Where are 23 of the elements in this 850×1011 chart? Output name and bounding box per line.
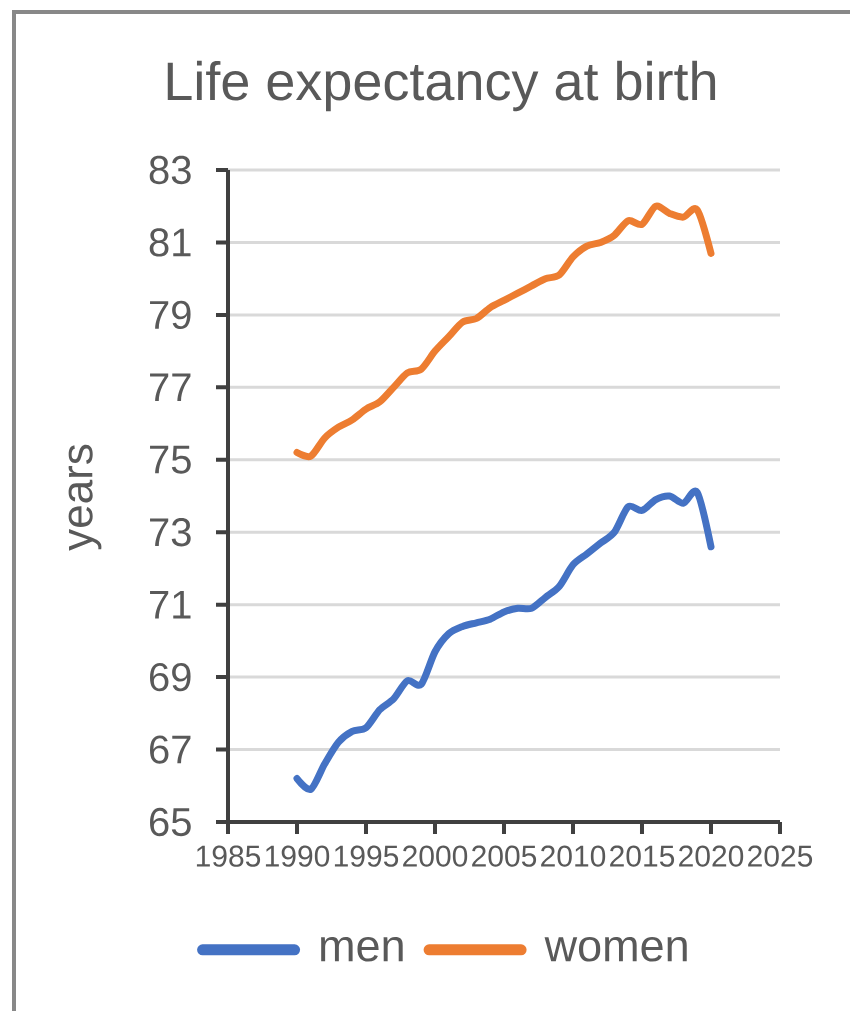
y-tick-label: 83 [149,155,191,185]
x-tick-label: 2000 [403,845,468,867]
x-tick-label: 1995 [334,845,399,867]
y-tick-label: 73 [150,518,191,547]
x-tick-label: 2005 [472,845,537,867]
legend-label: men [321,936,403,962]
chart-title: Life expectancy at birth [167,60,716,112]
legend-label: women [544,936,687,962]
y-tick-label: 67 [150,735,191,764]
y-tick-label: 77 [150,373,191,402]
y-axis-title: years [68,444,102,551]
y-tick-label: 79 [150,300,191,330]
x-tick-label: 1985 [196,845,261,867]
x-tick-label: 2010 [541,845,606,867]
y-tick-label: 81 [149,228,191,257]
y-tick-label: 71 [150,590,191,619]
y-tick-label: 69 [150,662,191,692]
y-tick-label: 75 [150,445,191,474]
x-tick-label: 2020 [679,845,744,867]
x-tick-label: 2015 [610,845,675,867]
y-tick-label: 65 [150,807,191,837]
x-tick-label: 2025 [748,845,813,867]
x-tick-label: 1990 [265,845,330,867]
